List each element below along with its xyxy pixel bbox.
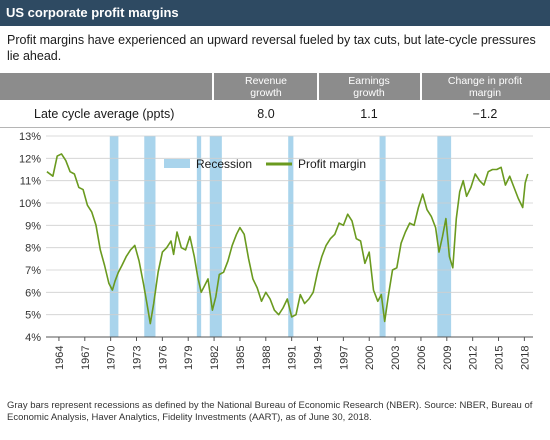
footnote: Gray bars represent recessions as define… xyxy=(7,400,533,423)
x-tick-label: 2006 xyxy=(416,346,428,370)
gridlines xyxy=(46,135,533,338)
x-tick-label: 1985 xyxy=(235,346,247,370)
x-tick-label: 2009 xyxy=(442,346,454,370)
x-tick-label: 2012 xyxy=(468,346,480,370)
page-title: US corporate profit margins xyxy=(6,5,179,20)
earnings-growth-value: 1.1 xyxy=(360,107,378,121)
profit-margin-chart: 4% 5% 6% 7% 8% 9% 10% 11% 12% 13% 1964 1967 1970 197… xyxy=(19,131,533,370)
x-tick-label: 1967 xyxy=(80,346,92,370)
summary-table-header: Revenue growth Earnings growth Change in… xyxy=(0,73,550,100)
recession-bar xyxy=(209,136,222,337)
y-tick-label: 10% xyxy=(19,198,41,210)
y-tick-label: 13% xyxy=(19,131,41,143)
y-tick-label: 4% xyxy=(25,332,41,344)
x-tick-label: 1994 xyxy=(313,346,325,370)
column-separator xyxy=(420,73,422,100)
y-tick-label: 11% xyxy=(20,176,41,188)
y-tick-label: 5% xyxy=(25,310,41,322)
summary-table-row: Late cycle average (ppts) 8.0 1.1 −1.2 xyxy=(0,100,550,128)
recession-bar xyxy=(196,136,202,337)
legend-recession-swatch xyxy=(164,159,190,168)
x-tick-label: 1964 xyxy=(54,346,66,370)
x-tick-label: 1997 xyxy=(338,346,350,370)
column-header-change-in-profit-margin: Change in profit margin xyxy=(447,75,523,99)
y-tick-label: 6% xyxy=(25,287,41,299)
column-header-earnings-growth: Earnings growth xyxy=(348,75,390,99)
header-bar: US corporate profit margins xyxy=(0,0,550,26)
row-label: Late cycle average (ppts) xyxy=(34,107,175,121)
x-tick-label: 1979 xyxy=(183,346,195,370)
x-tick-label: 2000 xyxy=(364,346,376,370)
x-axis: 1964 1967 1970 1973 1976 1979 1982 1985 1988 1991… xyxy=(54,337,531,370)
recession-bar xyxy=(109,136,119,337)
y-tick-label: 9% xyxy=(25,220,41,232)
legend-profit-margin-label: Profit margin xyxy=(298,157,366,171)
x-tick-label: 1982 xyxy=(209,346,221,370)
y-tick-label: 7% xyxy=(25,265,41,277)
x-tick-label: 1970 xyxy=(106,346,118,370)
summary-table: Revenue growth Earnings growth Change in… xyxy=(0,73,550,128)
subtitle: Profit margins have experienced an upwar… xyxy=(7,33,536,63)
profit-margin-line xyxy=(46,153,529,325)
column-separator xyxy=(212,73,214,100)
column-separator xyxy=(317,73,319,100)
y-tick-label: 12% xyxy=(19,153,41,165)
y-axis: 4% 5% 6% 7% 8% 9% 10% 11% 12% 13% xyxy=(19,131,41,344)
recession-bar xyxy=(437,136,452,337)
revenue-growth-value: 8.0 xyxy=(257,107,275,121)
x-tick-label: 1988 xyxy=(261,346,273,370)
x-tick-label: 2003 xyxy=(390,346,402,370)
recession-bar xyxy=(288,136,294,337)
y-tick-label: 8% xyxy=(25,243,41,255)
column-header-revenue-growth: Revenue growth xyxy=(244,75,288,99)
legend: Recession Profit margin xyxy=(164,157,366,171)
x-tick-label: 1991 xyxy=(287,346,299,370)
legend-recession-label: Recession xyxy=(196,157,252,171)
x-tick-label: 1976 xyxy=(157,346,169,370)
recession-bar xyxy=(379,136,386,337)
recession-bars xyxy=(109,136,452,337)
recession-bar xyxy=(144,136,156,337)
x-tick-label: 2015 xyxy=(494,346,506,370)
x-tick-label: 1973 xyxy=(132,346,144,370)
profit-margin-change-value: −1.2 xyxy=(472,107,498,121)
x-tick-label: 2018 xyxy=(519,346,531,370)
